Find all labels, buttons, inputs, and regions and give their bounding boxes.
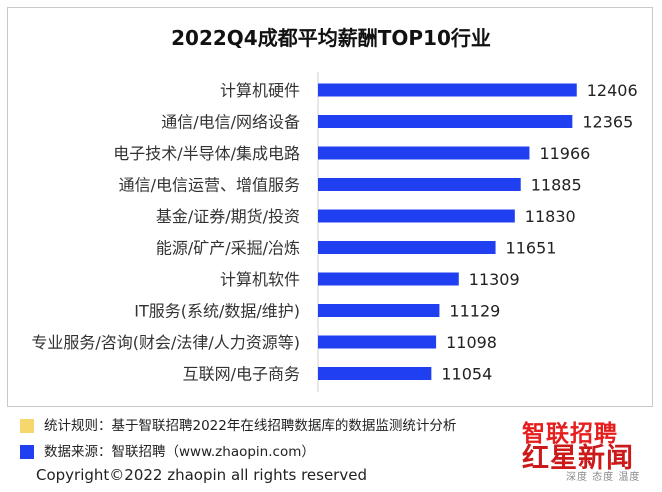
logo-top-text: 智联招聘 <box>522 421 618 447</box>
category-label: 通信/电信运营、增值服务 <box>119 176 300 195</box>
value-label: 11830 <box>525 207 576 226</box>
category-label: 基金/证券/期货/投资 <box>156 207 300 226</box>
value-label: 11054 <box>441 365 492 384</box>
bar <box>318 367 432 380</box>
value-label: 12365 <box>582 113 633 132</box>
copyright: Copyright©2022 zhaopin all rights reserv… <box>36 466 367 484</box>
bar <box>318 241 496 254</box>
note-rule-swatch <box>20 419 34 433</box>
bar <box>318 115 573 128</box>
chart-frame <box>7 7 653 407</box>
bar <box>318 304 440 317</box>
value-label: 11309 <box>469 270 520 289</box>
value-label: 11966 <box>539 144 590 163</box>
note-source-text: 数据来源：智联招聘（www.zhaopin.com） <box>44 444 315 460</box>
value-label: 11885 <box>531 176 582 195</box>
category-label: IT服务(系统/数据/维护) <box>134 302 300 321</box>
note-rule: 统计规则：基于智联招聘2022年在线招聘数据库的数据监测统计分析 <box>20 413 456 439</box>
note-source: 数据来源：智联招聘（www.zhaopin.com） <box>20 439 456 465</box>
bar <box>318 146 530 160</box>
category-label: 专业服务/咨询(财会/法律/人力资源等) <box>31 333 300 352</box>
bar <box>318 178 521 191</box>
value-label: 11129 <box>449 302 500 321</box>
bar <box>318 272 459 286</box>
category-label: 通信/电信/网络设备 <box>161 113 300 132</box>
note-rule-text: 统计规则：基于智联招聘2022年在线招聘数据库的数据监测统计分析 <box>44 418 457 434</box>
category-label: 互联网/电子商务 <box>183 365 300 384</box>
category-label: 能源/矿产/采掘/冶炼 <box>156 239 300 258</box>
bar-chart: 计算机硬件 12406 通信/电信/网络设备 12365 电子技术/半导体/集成电路 11… <box>31 72 638 392</box>
bar <box>318 209 515 223</box>
chart-title: 2022Q4成都平均薪酬TOP10行业 <box>171 26 491 50</box>
category-label: 电子技术/半导体/集成电路 <box>113 144 300 163</box>
notes: 统计规则：基于智联招聘2022年在线招聘数据库的数据监测统计分析 数据来源：智联… <box>20 413 456 465</box>
value-label: 11651 <box>506 239 557 258</box>
logo-main-text: 红星新闻 <box>522 443 634 474</box>
value-label: 12406 <box>587 81 638 100</box>
category-label: 计算机软件 <box>220 270 300 289</box>
value-label: 11098 <box>446 333 497 352</box>
note-source-swatch <box>20 445 34 459</box>
logo-sub-text: 深度 态度 温度 <box>566 472 641 483</box>
bar <box>318 335 437 349</box>
bar <box>318 83 577 97</box>
category-label: 计算机硬件 <box>220 81 300 100</box>
logo: 智联招聘 红星新闻 深度 态度 温度 <box>522 414 654 486</box>
